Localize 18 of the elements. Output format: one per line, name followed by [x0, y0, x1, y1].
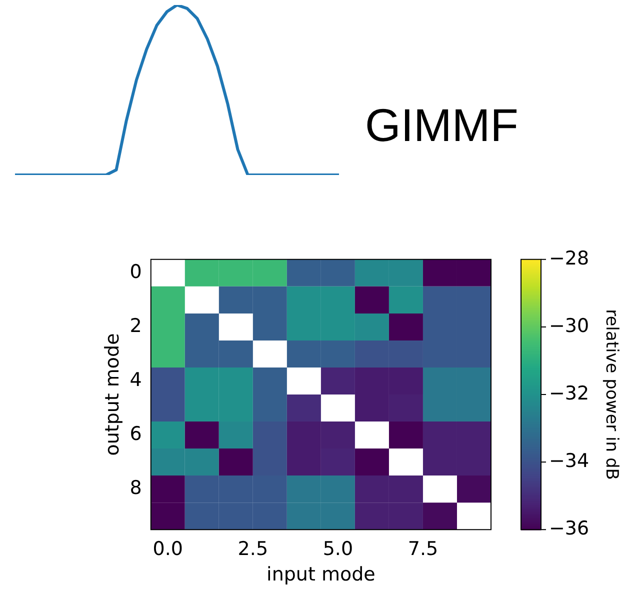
text: GIMMF: [365, 98, 518, 152]
x-tick-label: 0.0: [152, 538, 184, 560]
color-bar-label: −34: [549, 450, 590, 472]
x-tick-label: 5.0: [322, 538, 354, 560]
color-bar-label: −36: [549, 518, 590, 540]
color-bar-label: −32: [549, 382, 590, 404]
y-axis-title: output mode: [101, 333, 124, 456]
y-tick-label: 6: [130, 422, 142, 445]
color-bar-title: relative power in dB: [601, 309, 622, 480]
color-bar-label: −30: [549, 314, 590, 337]
x-axis-title: input mode: [266, 564, 376, 586]
y-tick-label: 2: [130, 314, 142, 337]
x-tick-label: 2.5: [238, 538, 268, 560]
y-tick-label: 8: [130, 477, 142, 500]
y-tick-label: 4: [130, 368, 142, 391]
x-tick-label: 7.5: [408, 538, 438, 560]
color-bar-label: −28: [549, 247, 590, 270]
y-tick-label: 0: [130, 260, 142, 283]
